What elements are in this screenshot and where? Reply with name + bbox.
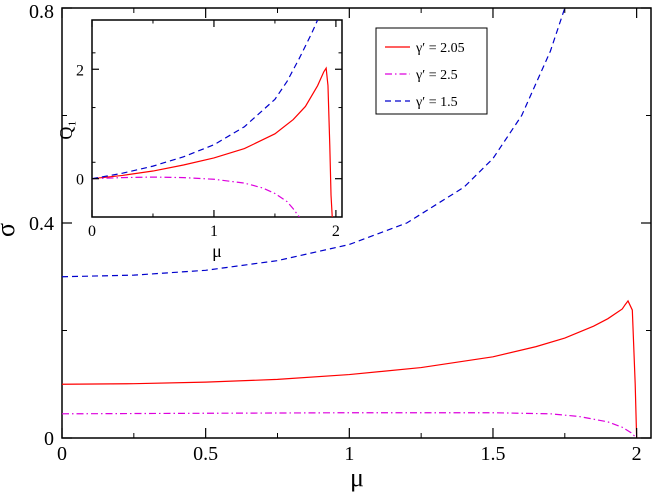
- inset-xlabel: μ: [212, 241, 222, 261]
- main-xtick-label: 0.5: [193, 443, 218, 465]
- main-series-line-1: [62, 299, 638, 438]
- main-ytick-label: 0.8: [29, 1, 54, 23]
- main-series-line-2: [62, 412, 638, 438]
- legend: γ′ = 2.05 γ′ = 2.5 γ′ = 1.5: [375, 27, 488, 115]
- inset-xtick-label: 0: [88, 223, 96, 240]
- main-ylabel: σ: [0, 223, 20, 237]
- main-xtick-label: 1: [344, 443, 354, 465]
- main-xtick-label: 1.5: [480, 443, 505, 465]
- main-xlabel: μ: [350, 463, 364, 492]
- inset-xtick-label: 2: [332, 223, 340, 240]
- main-ytick-label: 0.4: [29, 213, 54, 235]
- legend-label-2.5: γ′ = 2.5: [415, 68, 458, 83]
- main-xtick-label: 2: [632, 443, 642, 465]
- inset-ytick-label: 2: [76, 62, 84, 79]
- legend-label-1.5: γ′ = 1.5: [415, 95, 458, 110]
- legend-box: [375, 27, 488, 115]
- main-ytick-label: 0: [44, 428, 54, 450]
- main-xtick-label: 0: [57, 443, 67, 465]
- inset-plot-frame: [91, 19, 343, 218]
- inset-series-line-3: [92, 20, 319, 180]
- inset-plot: 0 1 2 0 2 μ Q₁: [56, 19, 343, 261]
- legend-label-2.05: γ′ = 2.05: [415, 41, 465, 56]
- inset-ytick-label: 0: [76, 172, 84, 189]
- inset-series-line-1: [92, 66, 333, 217]
- inset-ylabel: Q₁: [56, 120, 76, 139]
- inset-xtick-label: 1: [210, 223, 218, 240]
- main-series-line-3: [62, 8, 566, 278]
